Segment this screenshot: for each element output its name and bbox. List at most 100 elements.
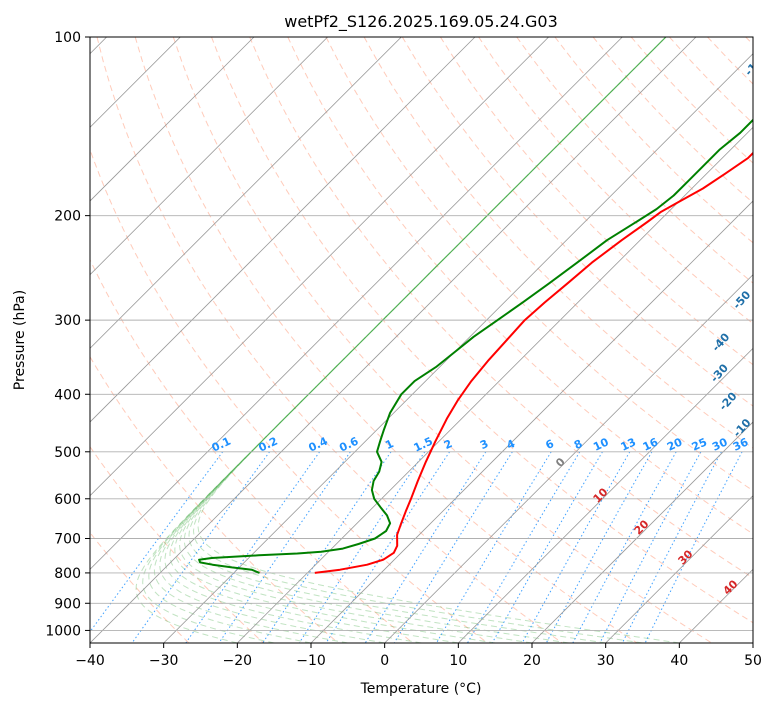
isotherm <box>90 37 623 570</box>
isotherm <box>90 37 328 276</box>
y-tick-label: 500 <box>54 445 81 461</box>
mixing-ratio-line <box>364 451 487 643</box>
x-tick-label: −30 <box>149 653 179 669</box>
dry-adiabat <box>96 37 563 643</box>
dewpoint-profile <box>198 118 753 574</box>
dry-adiabat <box>325 37 753 492</box>
plot-frame <box>89 36 754 644</box>
mixing-ratio-label: 6 <box>544 437 557 452</box>
x-tick-label: 10 <box>449 653 467 669</box>
x-axis: −40 −30 −20 −10 0 10 20 30 40 50 <box>75 643 762 669</box>
mixing-ratio-line <box>644 451 743 643</box>
isotherm <box>90 37 255 202</box>
mixing-ratio-line <box>218 451 351 643</box>
isotherm <box>90 37 697 643</box>
x-tick-label: −40 <box>75 653 105 669</box>
moist-adiabat-label: 20 <box>632 517 652 537</box>
x-axis-label: Temperature (°C) <box>360 681 482 697</box>
moist-adiabat <box>192 37 667 643</box>
dry-adiabat <box>478 37 753 325</box>
profiles <box>198 118 753 574</box>
mixing-ratio-lines <box>90 451 743 643</box>
chart-title: wetPf2_S126.2025.169.05.24.G03 <box>284 12 558 32</box>
moist-adiabat <box>169 37 667 643</box>
mixing-ratio-label: 10 <box>591 435 611 453</box>
mixing-ratio-label: 36 <box>731 435 751 453</box>
y-tick-label: 100 <box>54 30 81 46</box>
dry-adiabat <box>90 148 488 643</box>
dry-adiabat <box>90 355 339 643</box>
moist-adiabat <box>159 37 667 643</box>
moist-adiabat <box>197 37 680 643</box>
x-tick-label: 50 <box>744 653 762 669</box>
moist-adiabat-label: 40 <box>721 577 741 597</box>
moist-adiabat <box>188 37 667 643</box>
y-tick-label: 700 <box>54 532 81 548</box>
dry-adiabat-label: -90 <box>759 94 775 118</box>
mixing-ratio-line <box>521 451 631 643</box>
dry-adiabat-label: -80 <box>772 136 775 160</box>
isotherm <box>237 126 753 643</box>
mixing-ratio-label: 13 <box>619 435 638 453</box>
mixing-ratio-label: 25 <box>690 436 709 454</box>
dry-adiabat-label: -60 <box>752 237 775 261</box>
x-tick-label: 30 <box>597 653 615 669</box>
isotherm-lines <box>90 37 753 643</box>
dry-adiabat <box>249 37 753 579</box>
mixing-ratio-line <box>599 451 702 643</box>
moist-adiabat <box>174 37 667 643</box>
y-tick-label: 900 <box>54 596 81 612</box>
isotherm <box>90 37 549 497</box>
y-tick-label: 800 <box>54 566 81 582</box>
mixing-ratio-label: 2 <box>442 437 454 452</box>
mixing-ratio-label: 3 <box>478 437 490 452</box>
isotherm <box>90 37 402 349</box>
dry-adiabat <box>172 37 712 643</box>
isobar-grid <box>90 37 753 631</box>
y-tick-label: 1000 <box>45 623 81 639</box>
dry-adiabat-label: -20 <box>717 389 740 413</box>
mixing-ratio-line <box>467 451 581 643</box>
moist-adiabat <box>153 37 667 643</box>
moist-adiabat <box>148 37 667 643</box>
y-tick-label: 400 <box>54 387 81 403</box>
moist-adiabat-label: 30 <box>676 547 696 567</box>
x-tick-label: 20 <box>523 653 541 669</box>
isotherm <box>90 37 476 423</box>
isotherm <box>163 53 753 643</box>
mixing-ratio-label: 20 <box>665 435 685 453</box>
isotherm <box>531 421 753 643</box>
background-lines <box>90 37 753 643</box>
isotherm <box>752 642 753 643</box>
y-tick-label: 300 <box>54 313 81 329</box>
mixing-ratio-line <box>185 451 321 643</box>
moist-adiabat-label: 0 <box>553 455 568 470</box>
x-tick-label: 40 <box>670 653 688 669</box>
dry-adiabat-label: -30 <box>708 361 731 385</box>
y-axis-label: Pressure (hPa) <box>12 290 28 390</box>
x-tick-label: −20 <box>223 653 253 669</box>
mixing-ratio-label: 16 <box>641 435 661 453</box>
dry-adiabat <box>134 37 638 643</box>
isotherm <box>605 495 753 643</box>
y-axis: 100 200 300 400 500 600 700 800 900 1000 <box>45 30 90 639</box>
mixing-ratio-line <box>545 451 653 643</box>
x-tick-label: 0 <box>380 653 389 669</box>
mixing-ratio-line <box>262 451 392 643</box>
dry-adiabat <box>211 37 753 624</box>
mixing-ratio-label: 4 <box>505 437 518 452</box>
mixing-ratio-line <box>435 451 552 643</box>
temperature-profile <box>314 151 753 574</box>
moist-adiabat <box>142 37 667 643</box>
isotherm <box>310 200 753 643</box>
moist-adiabat <box>135 37 667 643</box>
dry-adiabat <box>745 37 753 46</box>
dry-adiabat <box>439 37 753 366</box>
dry-adiabat-label: -100 <box>742 49 770 78</box>
moist-adiabat <box>183 37 667 643</box>
plot-area: -100-90-80-70-60-50-40-30-20-100.1 0.2 0.4… <box>90 37 775 643</box>
y-tick-label: 600 <box>54 492 81 508</box>
mixing-ratio-line <box>90 451 224 633</box>
mixing-ratio-line <box>621 451 722 643</box>
x-tick-label: −10 <box>296 653 326 669</box>
